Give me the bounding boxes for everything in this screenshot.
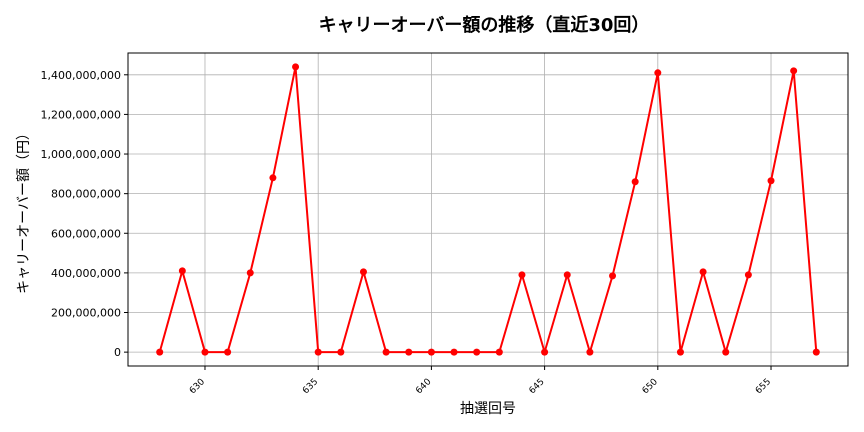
data-point bbox=[224, 348, 232, 356]
data-point bbox=[450, 348, 458, 356]
data-point bbox=[631, 178, 639, 186]
x-tick-label: 640 bbox=[414, 377, 433, 396]
y-tick-label: 1,400,000,000 bbox=[41, 69, 121, 82]
data-point bbox=[246, 269, 254, 277]
data-point bbox=[518, 271, 526, 279]
data-point bbox=[405, 348, 413, 356]
data-point bbox=[382, 348, 390, 356]
y-tick-label: 1,000,000,000 bbox=[41, 148, 121, 161]
y-axis-label: キャリーオーバー額（円） bbox=[16, 126, 32, 294]
data-point bbox=[314, 348, 322, 356]
data-point bbox=[359, 268, 367, 276]
data-point bbox=[495, 348, 503, 356]
data-point bbox=[586, 348, 594, 356]
data-point bbox=[427, 348, 435, 356]
y-tick-label: 600,000,000 bbox=[51, 227, 121, 240]
data-point bbox=[473, 348, 481, 356]
series-layer bbox=[156, 63, 820, 356]
data-point bbox=[201, 348, 209, 356]
data-point bbox=[812, 348, 820, 356]
y-tick-label: 800,000,000 bbox=[51, 188, 121, 201]
y-tick-label: 1,200,000,000 bbox=[41, 108, 121, 121]
data-point bbox=[676, 348, 684, 356]
x-tick-label: 630 bbox=[188, 377, 207, 396]
x-axis-ticks: 630 635 640 645 650 655 bbox=[188, 366, 773, 396]
data-point bbox=[722, 348, 730, 356]
series-line bbox=[158, 66, 818, 356]
data-point bbox=[654, 69, 662, 77]
x-tick-label: 645 bbox=[528, 377, 547, 396]
data-point bbox=[790, 67, 798, 75]
x-tick-label: 650 bbox=[641, 377, 660, 396]
y-tick-label: 200,000,000 bbox=[51, 307, 121, 320]
data-point bbox=[767, 177, 775, 185]
data-point bbox=[699, 268, 707, 276]
data-point bbox=[337, 348, 345, 356]
y-axis-ticks: 0 200,000,000 400,000,000 600,000,000 800,00… bbox=[41, 69, 128, 359]
data-point bbox=[292, 63, 300, 71]
data-point bbox=[269, 174, 277, 182]
data-point bbox=[541, 348, 549, 356]
y-tick-label: 0 bbox=[114, 346, 121, 359]
data-point bbox=[156, 348, 164, 356]
x-tick-label: 655 bbox=[754, 377, 773, 396]
x-tick-label: 635 bbox=[301, 377, 320, 396]
chart-title: キャリーオーバー額の推移（直近30回） bbox=[319, 14, 650, 36]
grid-lines bbox=[128, 53, 848, 366]
data-point bbox=[563, 271, 571, 279]
data-point bbox=[744, 271, 752, 279]
y-tick-label: 400,000,000 bbox=[51, 267, 121, 280]
data-point bbox=[609, 272, 617, 280]
plot-area-frame bbox=[127, 52, 849, 367]
x-axis-label: 抽選回号 bbox=[460, 401, 516, 417]
data-point bbox=[178, 267, 186, 275]
